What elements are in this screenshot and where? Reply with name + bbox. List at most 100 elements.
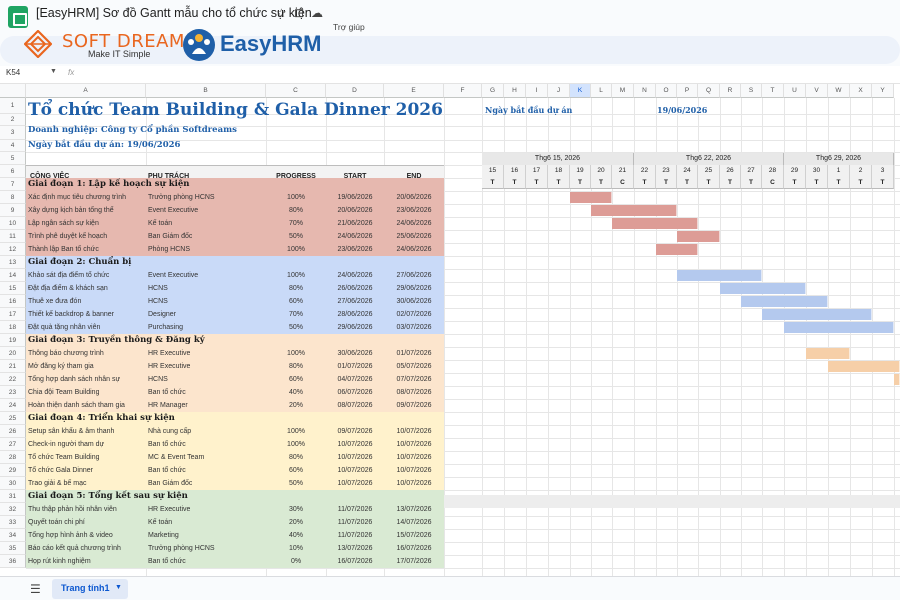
task-row[interactable] [26, 204, 444, 217]
task-row[interactable] [26, 191, 444, 204]
row-header[interactable]: 7 [0, 178, 26, 191]
task-name[interactable]: Check-in người tham dự [28, 441, 105, 448]
task-owner[interactable]: Designer [148, 311, 177, 318]
task-row[interactable] [26, 477, 444, 490]
task-row[interactable] [26, 425, 444, 438]
row-header[interactable]: 30 [0, 477, 26, 490]
cloud-icon[interactable]: ☁ [311, 6, 323, 20]
row-header[interactable]: 13 [0, 256, 26, 269]
task-name[interactable]: Tổng hợp danh sách nhân sự [28, 376, 121, 383]
task-end[interactable]: 16/07/2026 [396, 545, 432, 552]
task-name[interactable]: Báo cáo kết quả chương trình [28, 545, 121, 552]
name-box[interactable]: K54 [6, 68, 21, 77]
row-header[interactable]: 19 [0, 334, 26, 347]
task-owner[interactable]: Trưởng phòng HCNS [148, 194, 215, 201]
task-row[interactable] [26, 542, 444, 555]
task-name[interactable]: Thu thập phản hồi nhân viên [28, 506, 117, 513]
column-header-e[interactable]: E [384, 84, 444, 98]
document-title[interactable]: [EasyHRM] Sơ đồ Gantt mẫu cho tổ chức sự… [36, 6, 312, 20]
task-progress[interactable]: 30% [288, 506, 303, 513]
task-row[interactable] [26, 308, 444, 321]
row-header[interactable]: 35 [0, 542, 26, 555]
row-header[interactable]: 27 [0, 438, 26, 451]
task-progress[interactable]: 80% [288, 207, 303, 214]
task-row[interactable] [26, 451, 444, 464]
task-progress[interactable]: 50% [288, 324, 303, 331]
header-owner[interactable]: PHỤ TRÁCH [148, 173, 190, 180]
task-row[interactable] [26, 399, 444, 412]
task-end[interactable]: 03/07/2026 [396, 324, 432, 331]
column-header-h[interactable]: H [504, 84, 526, 98]
column-header-n[interactable]: N [634, 84, 656, 98]
task-end[interactable]: 09/07/2026 [396, 402, 432, 409]
task-progress[interactable]: 20% [288, 519, 303, 526]
row-header[interactable]: 26 [0, 425, 26, 438]
gantt-bar[interactable] [784, 322, 894, 333]
task-owner[interactable]: Kế toán [148, 519, 173, 526]
task-end[interactable]: 23/06/2026 [396, 207, 432, 214]
task-name[interactable]: Lập ngân sách sự kiện [28, 220, 99, 227]
task-start[interactable]: 10/07/2026 [337, 441, 373, 448]
row-header[interactable]: 33 [0, 516, 26, 529]
task-owner[interactable]: HR Manager [148, 402, 188, 409]
task-name[interactable]: Mở đăng ký tham gia [28, 363, 94, 370]
task-start[interactable]: 24/06/2026 [337, 233, 373, 240]
task-owner[interactable]: Event Executive [148, 272, 199, 279]
gantt-start-value[interactable]: 19/06/2026 [657, 105, 708, 115]
sheets-logo-icon[interactable] [8, 6, 28, 28]
row-header[interactable]: 31 [0, 490, 26, 503]
menu-help[interactable]: Trợ giúp [333, 22, 365, 32]
task-start[interactable]: 06/07/2026 [337, 389, 373, 396]
task-progress[interactable]: 10% [288, 545, 303, 552]
column-header-x[interactable]: X [850, 84, 872, 98]
gantt-bar[interactable] [828, 361, 900, 372]
task-name[interactable]: Quyết toán chi phí [28, 519, 85, 526]
gantt-bar[interactable] [677, 270, 762, 281]
task-owner[interactable]: Marketing [148, 532, 179, 539]
phase-title[interactable]: Giai đoạn 5: Tổng kết sau sự kiện [28, 491, 188, 501]
phase-title[interactable]: Giai đoạn 2: Chuẩn bị [28, 257, 132, 267]
task-start[interactable]: 04/07/2026 [337, 376, 373, 383]
task-start[interactable]: 20/06/2026 [337, 207, 373, 214]
row-header[interactable]: 23 [0, 386, 26, 399]
task-row[interactable] [26, 360, 444, 373]
gantt-bar[interactable] [591, 205, 677, 216]
sheets-menu-icon[interactable]: ☰ [30, 582, 41, 596]
task-progress[interactable]: 0% [290, 558, 302, 565]
task-owner[interactable]: Ban tổ chức [148, 389, 186, 396]
task-end[interactable]: 13/07/2026 [396, 506, 432, 513]
column-header-w[interactable]: W [828, 84, 850, 98]
column-header-p[interactable]: P [677, 84, 698, 98]
task-start[interactable]: 01/07/2026 [337, 363, 373, 370]
row-header[interactable]: 4 [0, 140, 26, 152]
row-header[interactable]: 36 [0, 555, 26, 568]
task-progress[interactable]: 20% [288, 402, 303, 409]
task-progress[interactable]: 60% [288, 298, 303, 305]
task-end[interactable]: 07/07/2026 [396, 376, 432, 383]
task-owner[interactable]: Kế toán [148, 220, 173, 227]
task-row[interactable] [26, 438, 444, 451]
column-header-g[interactable]: G [482, 84, 504, 98]
header-task[interactable]: CÔNG VIỆC [30, 173, 70, 180]
column-header-y[interactable]: Y [872, 84, 894, 98]
row-header[interactable]: 6 [0, 165, 26, 178]
row-header[interactable]: 3 [0, 126, 26, 140]
column-header-s[interactable]: S [741, 84, 762, 98]
gantt-bar[interactable] [612, 218, 698, 229]
gantt-bar[interactable] [720, 283, 806, 294]
column-header-l[interactable]: L [591, 84, 612, 98]
task-start[interactable]: 28/06/2026 [337, 311, 373, 318]
task-owner[interactable]: Phòng HCNS [148, 246, 191, 253]
header-end[interactable]: END [406, 173, 422, 180]
row-header[interactable]: 18 [0, 321, 26, 334]
gantt-bar[interactable] [741, 296, 828, 307]
header-progress[interactable]: PROGRESS [276, 173, 316, 180]
task-end[interactable]: 24/06/2026 [396, 220, 432, 227]
header-start[interactable]: START [343, 173, 367, 180]
row-header[interactable]: 16 [0, 295, 26, 308]
column-header-k[interactable]: K [570, 84, 591, 98]
task-name[interactable]: Đặt quà tặng nhân viên [28, 324, 101, 331]
task-name[interactable]: Thiết kế backdrop & banner [28, 311, 114, 318]
company-line[interactable]: Doanh nghiệp: Công ty Cổ phần Softdreams [28, 125, 237, 135]
task-owner[interactable]: Ban Giám đốc [148, 480, 193, 487]
